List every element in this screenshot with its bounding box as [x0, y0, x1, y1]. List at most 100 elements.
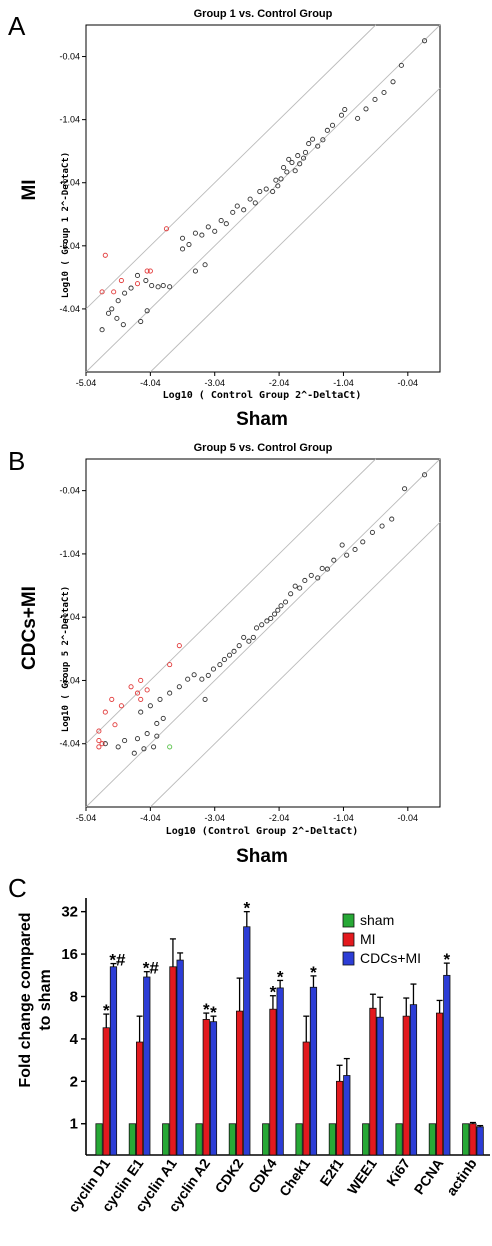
bar-ytick-label-5: 32 [61, 904, 78, 921]
bar-9-0 [395, 1123, 403, 1156]
scatter-a-frame [85, 24, 441, 373]
scatter-a-title: Group 1 vs. Control Group [194, 8, 333, 20]
scatter-b-point-20 [275, 607, 281, 613]
scatter-b-point-38 [185, 676, 191, 682]
panel-letter-c: C [8, 873, 27, 903]
scatter-a-point-47 [155, 284, 161, 290]
bar-10-1 [435, 1012, 444, 1156]
scatter-b-point-37 [191, 672, 197, 678]
scatter-b-point-51 [102, 741, 108, 747]
bar-7-2 [343, 1075, 351, 1156]
scatter-a-xlabel: Log10 ( Control Group 2^-DeltaCt) [163, 390, 362, 401]
annotation-7: * [277, 967, 284, 986]
scatter-b-point-45 [160, 715, 166, 721]
bar-8-1 [369, 1007, 377, 1156]
bar-xtick-label-9: Ki67 [383, 1155, 413, 1189]
bar-4-2 [243, 926, 251, 1156]
bar-7-1 [335, 1080, 344, 1156]
scatter-a-ylabel: Log10 ( Group 1 2^-DeltaCt) [61, 152, 71, 298]
scatter-a-point-38 [205, 224, 211, 230]
scatter-a-ref-line-0 [150, 87, 441, 373]
legend-swatch-1 [342, 932, 355, 947]
scatter-b-points [96, 472, 428, 756]
scatter-b-frame [85, 458, 441, 808]
scatter-a-point-3 [381, 89, 387, 96]
scatter-b-point-29 [236, 643, 242, 649]
scatter-a-point-41 [186, 242, 192, 248]
scatter-panel-b: B Group 5 vs. Control Group -5.04 -4.04 -3… [8, 442, 441, 867]
scatter-b-side-xlabel: Sham [236, 846, 288, 867]
bar-8-2 [376, 1016, 384, 1156]
scatter-a-point-11 [320, 137, 326, 143]
scatter-b-point-14 [302, 577, 308, 584]
scatter-b-ref-line-1 [85, 458, 441, 808]
bar-ytick-label-0: 1 [70, 1116, 78, 1133]
bar-chart-ylabel-line2: to sham [37, 969, 54, 1030]
scatter-b-point-43 [138, 709, 144, 715]
bar-0-2 [109, 966, 118, 1156]
legend-swatch-2 [342, 951, 355, 966]
scatter-b-point-18 [282, 599, 289, 605]
scatter-b-point-44 [202, 696, 208, 702]
scatter-a-point-30 [252, 200, 258, 206]
bar-2-2 [176, 959, 184, 1156]
scatter-b-point-25 [254, 625, 260, 631]
scatter-b-point-69 [176, 643, 182, 649]
scatter-a-ytick-label-2: -2.04 [59, 178, 80, 188]
scatter-a-xtick-label-2: -3.04 [204, 378, 225, 388]
scatter-b-xtick-label-5: -0.04 [398, 813, 419, 823]
scatter-b-ref-line-0 [150, 521, 441, 808]
scatter-b-reference-lines [85, 458, 441, 808]
scatter-a-point-14 [306, 141, 312, 147]
scatter-a-point-44 [192, 268, 198, 274]
scatter-b-ytick-label-4: -4.04 [59, 739, 80, 749]
scatter-b-point-15 [297, 585, 303, 591]
scatter-a-point-46 [160, 283, 166, 289]
scatter-b-point-0 [422, 472, 428, 478]
annotation-1: *# [109, 951, 126, 970]
scatter-a-point-5 [363, 106, 369, 112]
scatter-a-point-60 [138, 318, 144, 325]
scatter-a-point-13 [310, 136, 316, 142]
scatter-a-point-16 [300, 155, 307, 161]
scatter-b-point-34 [210, 666, 216, 672]
bar-ytick-label-4: 16 [61, 946, 78, 963]
scatter-a-point-49 [143, 277, 149, 284]
scatter-b-point-54 [151, 744, 157, 750]
scatter-a-point-56 [120, 322, 126, 328]
bar-7-0 [328, 1123, 337, 1156]
scatter-b-ref-line-2 [85, 458, 376, 745]
scatter-b-point-40 [167, 690, 173, 696]
bar-xtick-label-4: CDK2 [211, 1155, 246, 1196]
scatter-a-point-8 [338, 112, 345, 118]
annotation-3: * [203, 1000, 210, 1019]
bar-11-0 [462, 1123, 470, 1156]
scatter-a-point-63 [99, 289, 105, 295]
scatter-a-point-12 [315, 143, 321, 149]
scatter-b-xtick-label-1: -4.04 [140, 813, 161, 823]
scatter-b-point-32 [221, 657, 227, 663]
panel-letter-b: B [8, 446, 25, 476]
scatter-a-point-4 [372, 96, 378, 102]
scatter-b-point-2 [389, 516, 395, 522]
scatter-a-point-21 [286, 156, 292, 162]
annotation-8: * [310, 963, 317, 982]
bar-2-1 [169, 966, 177, 1156]
annotation-6: * [270, 983, 277, 1002]
bar-xtick-label-5: CDK4 [245, 1155, 280, 1196]
scatter-a-point-69 [111, 289, 117, 295]
scatter-b-point-10 [324, 566, 330, 572]
scatter-a-ytick-label-4: -4.04 [59, 304, 80, 314]
scatter-b-point-63 [128, 684, 134, 690]
annotation-2: *# [143, 959, 160, 978]
scatter-a-point-2 [390, 79, 396, 85]
scatter-a-point-22 [284, 169, 290, 175]
bar-5-2 [276, 987, 284, 1156]
bar-xtick-label-8: WEE1 [344, 1155, 380, 1197]
scatter-a-point-15 [302, 149, 309, 155]
scatter-a-point-50 [134, 272, 141, 279]
bar-9-2 [409, 1004, 418, 1156]
